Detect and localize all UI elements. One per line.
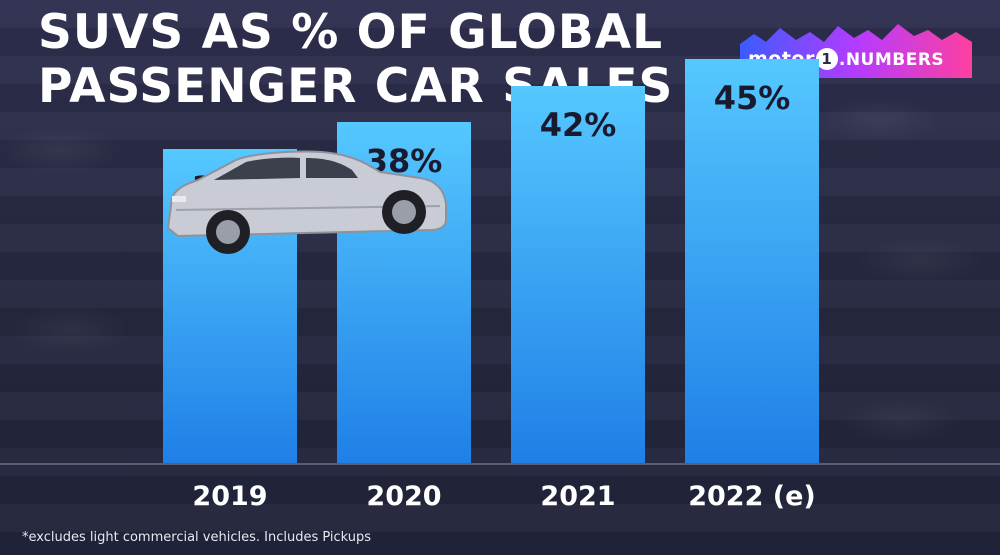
logo-one-mark: 1 — [815, 48, 838, 70]
logo-suffix-text: .NUMBERS — [838, 50, 945, 70]
car-icon — [166, 150, 447, 254]
value-label: 45% — [714, 79, 791, 117]
value-label: 42% — [540, 106, 617, 144]
category-label: 2020 — [366, 481, 441, 512]
category-label: 2021 — [540, 481, 615, 512]
bar-2021 — [511, 86, 645, 464]
category-label: 2022 (e) — [688, 481, 816, 512]
footnote: *excludes light commercial vehicles. Inc… — [22, 530, 372, 545]
category-label: 2019 — [192, 481, 267, 512]
bar-2022-e — [685, 59, 819, 464]
